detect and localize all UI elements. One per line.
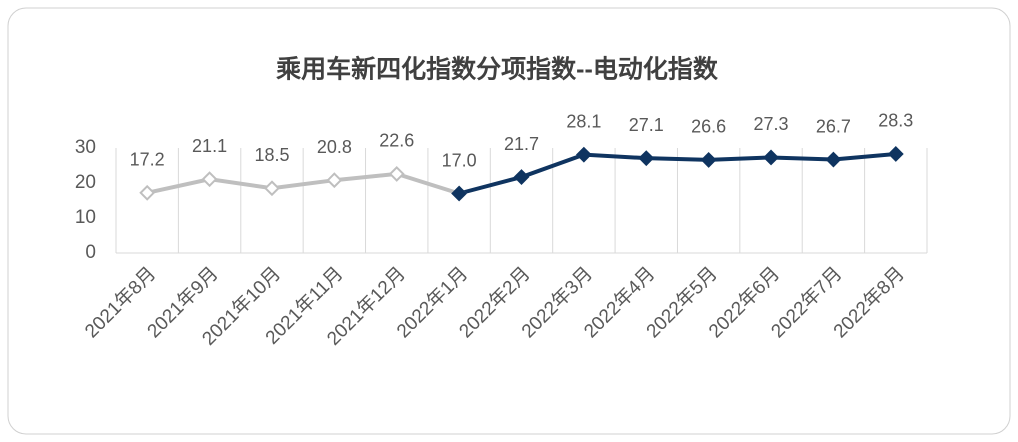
marker: [513, 169, 530, 185]
data-label: 27.1: [629, 115, 664, 135]
data-label: 18.5: [254, 145, 289, 165]
marker: [264, 180, 280, 197]
chart-title: 乘用车新四化指数分项指数--电动化指数: [276, 55, 719, 84]
data-label: 28.1: [566, 111, 601, 131]
y-tick-label: 0: [85, 242, 96, 263]
line: [458, 151, 896, 196]
marker: [388, 165, 405, 182]
marker: [139, 184, 156, 201]
marker: [825, 151, 842, 168]
marker: [451, 185, 468, 202]
data-label: 17.2: [130, 150, 165, 170]
data-label: 27.3: [754, 114, 789, 134]
y-tick-label: 10: [75, 207, 96, 228]
data-label: 17.0: [442, 150, 477, 170]
data-label: 22.6: [379, 131, 414, 151]
data-label: 26.6: [691, 117, 726, 137]
data-label: 21.7: [504, 134, 539, 154]
marker: [763, 149, 779, 166]
marker: [575, 146, 592, 163]
line: [146, 171, 460, 196]
marker: [326, 172, 343, 189]
data-label: 28.3: [878, 111, 913, 131]
marker: [887, 146, 904, 162]
marker: [201, 171, 218, 188]
data-label: 20.8: [317, 137, 352, 157]
y-tick-label: 30: [75, 137, 96, 158]
marker: [700, 151, 717, 168]
data-label: 26.7: [816, 116, 851, 136]
data-label: 21.1: [192, 136, 227, 156]
y-tick-label: 20: [75, 172, 96, 193]
marker: [638, 150, 655, 167]
panel: [7, 7, 1011, 435]
